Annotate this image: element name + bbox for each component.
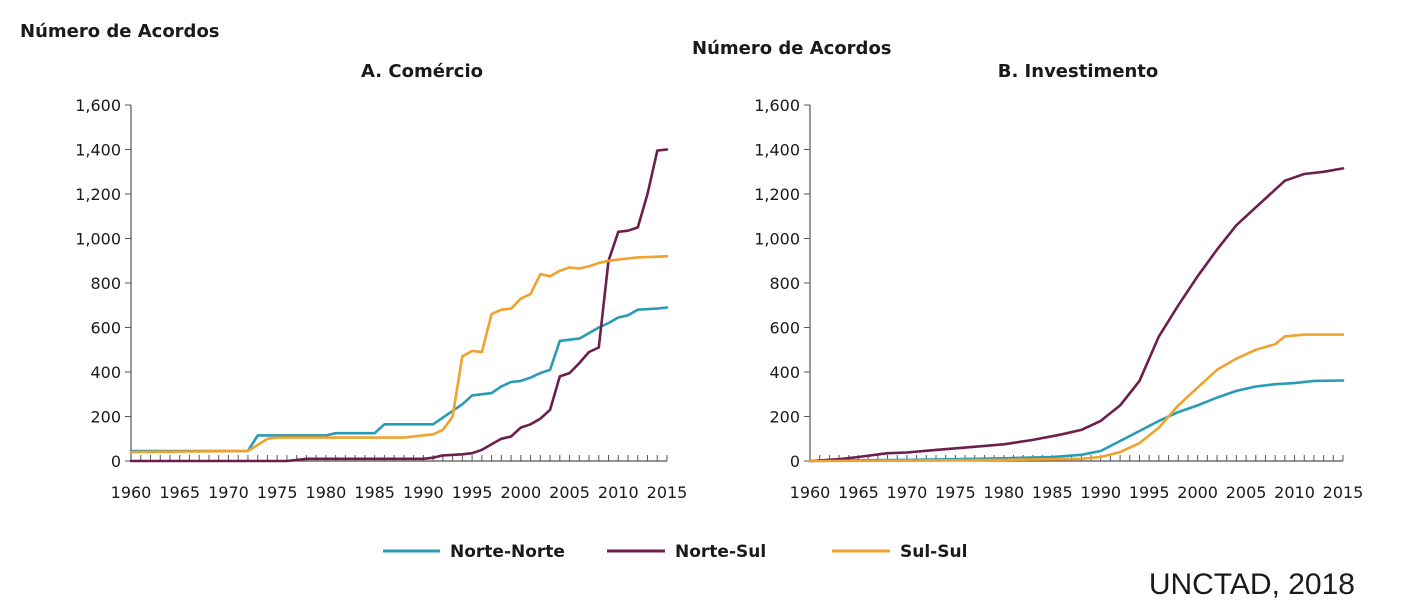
panel-a-ytick-label: 1,400 (75, 141, 121, 160)
panel-a-xtick-label: 1970 (208, 483, 249, 502)
panel-a-series-norte-norte (129, 306, 669, 453)
panel-a-ytick-label: 1,000 (75, 230, 121, 249)
panel-b-ytick-label: 0 (790, 452, 800, 471)
panel-a-xtick-label: 1985 (354, 483, 395, 502)
panel-b-xtick-label: 1960 (790, 483, 831, 502)
panel-a-xtick-label: 1990 (403, 483, 444, 502)
legend-item-sul-sul: Sul-Sul (832, 542, 967, 562)
panel-a-axes: 0 200 400 600 800 1,000 1,200 1,400 1,600 1960 196… (75, 96, 687, 502)
panel-a-xtick-label: 1960 (111, 483, 152, 502)
panel-b-investimento: Número de Acordos B. Investimento 0 200 40… (692, 38, 1363, 502)
legend: Norte-Norte Norte-Sul Sul-Sul (383, 542, 967, 562)
panel-a-ytick-label: 800 (90, 274, 121, 293)
panel-b-ylabel: Número de Acordos (692, 38, 892, 59)
panel-a-xtick-label: 2005 (549, 483, 590, 502)
source-caption: UNCTAD, 2018 (1149, 568, 1355, 601)
panel-b-ytick-label: 1,200 (754, 185, 800, 204)
legend-label-sul-sul: Sul-Sul (900, 542, 967, 562)
panel-b-series-norte-norte (808, 379, 1345, 463)
panel-b-xtick-label: 1980 (983, 483, 1024, 502)
panel-a-ytick-label: 0 (111, 452, 121, 471)
panel-b-xtick-label: 2010 (1274, 483, 1315, 502)
panel-b-ytick-label: 1,000 (754, 230, 800, 249)
panel-a-xtick-label: 2010 (598, 483, 639, 502)
panel-a-ytick-label: 600 (90, 319, 121, 338)
panel-b-xtick-label: 1975 (935, 483, 976, 502)
panel-a-xtick-label: 1995 (452, 483, 493, 502)
panel-b-ytick-label: 600 (769, 319, 800, 338)
panel-a-xtick-label: 1975 (257, 483, 298, 502)
panel-a-comercio: Número de Acordos A. Comércio 0 200 400 600… (20, 21, 687, 502)
panel-b-xtick-label: 1965 (838, 483, 879, 502)
panel-b-xtick-label: 1985 (1032, 483, 1073, 502)
panel-b-ytick-label: 400 (769, 363, 800, 382)
panel-a-xtick-label: 1980 (306, 483, 347, 502)
panel-b-xtick-label: 1970 (887, 483, 928, 502)
panel-a-series-sul-sul (129, 255, 669, 454)
panel-b-axes: 0 200 400 600 800 1,000 1,200 1,400 1,600 1960 196… (754, 96, 1363, 502)
panel-b-series (808, 167, 1345, 463)
panel-a-ylabel: Número de Acordos (20, 21, 220, 42)
legend-item-norte-sul: Norte-Sul (607, 542, 766, 562)
panel-b-xtick-label: 1995 (1129, 483, 1170, 502)
panel-b-ytick-label: 1,400 (754, 141, 800, 160)
legend-item-norte-norte: Norte-Norte (383, 542, 565, 562)
legend-label-norte-norte: Norte-Norte (450, 542, 565, 562)
panel-a-xtick-label: 2000 (500, 483, 541, 502)
panel-b-series-norte-sul (808, 167, 1345, 463)
panel-b-ytick-label: 1,600 (754, 96, 800, 115)
panel-b-xtick-label: 2005 (1226, 483, 1267, 502)
panel-a-series-norte-sul (129, 148, 669, 463)
panel-a-xtick-label: 1965 (159, 483, 200, 502)
panel-a-xtick-label: 2015 (647, 483, 688, 502)
panel-b-xtick-label: 2000 (1177, 483, 1218, 502)
panel-b-xtick-label: 2015 (1323, 483, 1364, 502)
panel-b-title: B. Investimento (998, 61, 1159, 82)
panel-a-title: A. Comércio (361, 61, 483, 82)
panel-a-ytick-label: 1,600 (75, 96, 121, 115)
panel-a-ytick-label: 200 (90, 408, 121, 427)
panel-b-xtick-label: 1990 (1080, 483, 1121, 502)
panel-b-ytick-label: 200 (769, 408, 800, 427)
panel-a-ytick-label: 1,200 (75, 185, 121, 204)
panel-a-ytick-label: 400 (90, 363, 121, 382)
panel-a-series (129, 148, 669, 463)
panel-b-series-sul-sul (808, 333, 1345, 463)
legend-label-norte-sul: Norte-Sul (675, 542, 766, 562)
panel-b-ytick-label: 800 (769, 274, 800, 293)
